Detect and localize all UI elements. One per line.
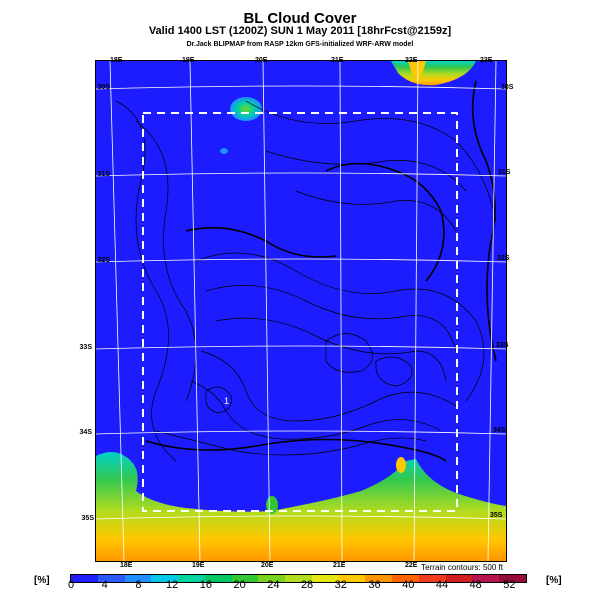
colorbar-segment [204,575,232,582]
latlon-grid [96,61,506,561]
model-domain-box [142,112,458,512]
colorbar-segment [231,575,259,582]
lat-label-left: 31S [97,171,110,178]
colorbar-label: 28 [300,579,314,591]
colorbar-segment [285,575,312,582]
lon-label-top: 20E [255,57,268,64]
lat-label-left: 34S [79,429,92,436]
map-title: BL Cloud Cover [243,10,357,27]
lat-label-right: 32S [497,255,510,262]
cloud-spot-east [396,457,406,473]
terrain-contour-note: Terrain contours: 500 ft [421,563,503,572]
colorbar-segment [71,575,98,582]
cloud-patch-core [408,61,426,78]
colorbar-segment [472,575,500,582]
lon-label-bottom: 20E [261,562,274,569]
lon-label-top: 21E [331,57,344,64]
colorbar-segment [445,575,473,582]
lat-label-right: 31S [498,169,511,176]
lon-label-top: 23E [480,57,493,64]
colorbar-segment [499,575,527,582]
colorbar-segment [151,575,179,582]
map-subtitle: Valid 1400 LST (1200Z) SUN 1 May 2011 [1… [148,25,452,37]
colorbar-segment [97,575,125,582]
colorbar [70,574,527,583]
lon-label-bottom: 22E [405,562,418,569]
cloud-cover-map: 1 [95,60,507,562]
colorbar-segment [311,575,339,582]
colorbar-segment [258,575,286,582]
colorbar-label: 8 [135,579,142,591]
cloud-blob-north [230,97,262,121]
colorbar-unit-left: [%] [34,575,50,586]
colorbar-label: 40 [402,579,415,591]
lon-label-bottom: 19E [192,562,205,569]
lat-label-right: 30S [501,84,514,91]
site-marker: 1 [224,396,229,406]
lon-label-bottom: 21E [333,562,346,569]
colorbar-label: 0 [67,579,75,591]
colorbar-segment [365,575,393,582]
lat-label-left: 32S [97,257,110,264]
colorbar-label: 16 [199,579,213,591]
lat-label-right: 34S [493,427,506,434]
cloud-band-south [96,452,506,561]
lon-label-top: 22E [405,57,418,64]
background-field [96,61,506,561]
colorbar-label: 12 [166,579,179,591]
lat-label-left: 35S [81,515,94,522]
colorbar-unit-right: [%] [546,575,562,586]
colorbar-segment [178,575,205,582]
colorbar-label: 44 [435,579,449,591]
lat-label-right: 33S [496,342,509,349]
major-contours [145,80,497,462]
colorbar-label: 24 [267,579,280,591]
lat-label-left: 33S [79,344,92,351]
colorbar-label: 20 [233,579,246,591]
terrain-contours [115,100,497,462]
map-svg: 1 [96,61,506,561]
colorbar-label: 32 [334,579,347,591]
colorbar-label: 36 [368,579,381,591]
lat-label-left: 30S [97,84,110,91]
lon-label-bottom: 18E [120,562,133,569]
colorbar-segment [392,575,419,582]
cloud-speck [220,148,228,154]
colorbar-segment [418,575,446,582]
model-credit: Dr.Jack BLIPMAP from RASP 12km GFS-initi… [186,41,414,48]
colorbar-segment [338,575,366,582]
lat-label-right: 35S [490,512,503,519]
colorbar-label: 4 [101,579,108,591]
colorbar-label: 48 [469,579,482,591]
colorbar-label: 52 [503,579,516,591]
lon-label-top: 19E [182,57,195,64]
lon-label-top: 18E [110,57,123,64]
colorbar-segment [124,575,152,582]
